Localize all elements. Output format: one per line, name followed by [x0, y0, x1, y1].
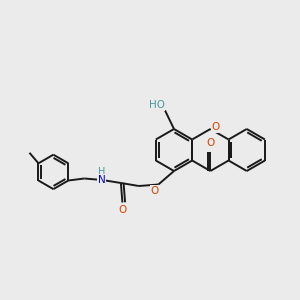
Text: HO: HO: [148, 100, 165, 110]
Text: N: N: [98, 175, 106, 185]
Text: O: O: [151, 185, 159, 196]
Text: O: O: [206, 138, 214, 148]
Text: H: H: [98, 167, 105, 177]
Text: O: O: [212, 122, 220, 133]
Text: O: O: [118, 205, 127, 215]
